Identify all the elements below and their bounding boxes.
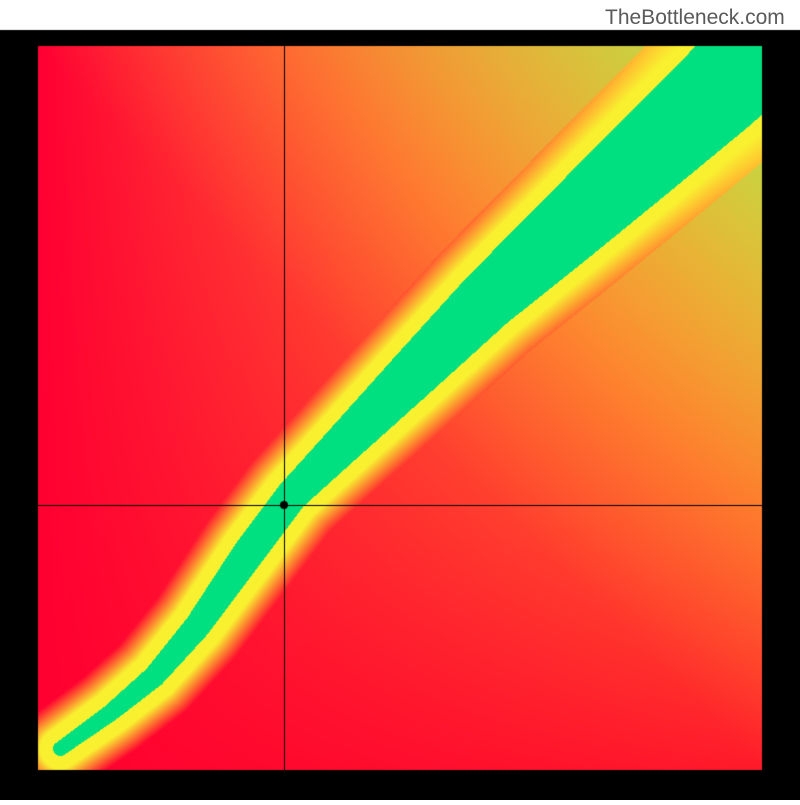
heatmap-canvas (0, 0, 800, 800)
watermark-text: TheBottleneck.com (605, 6, 785, 30)
chart-container: TheBottleneck.com (0, 0, 800, 800)
